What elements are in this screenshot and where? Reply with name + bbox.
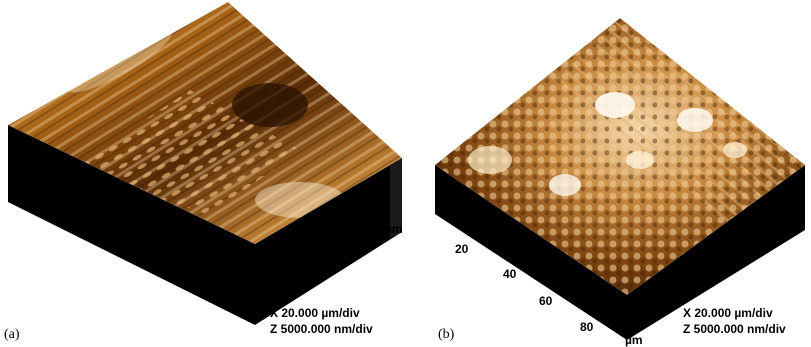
scale-z-label: Z 5000.000 nm/div bbox=[683, 322, 786, 336]
panel-label: (b) bbox=[438, 327, 455, 342]
afm-3d-surface-b bbox=[435, 18, 805, 340]
axis-unit-label: µm bbox=[385, 222, 403, 236]
block-right-side bbox=[255, 158, 402, 325]
block-right-side bbox=[627, 165, 805, 340]
axis-unit-label: µm bbox=[625, 333, 643, 347]
panel-label: (a) bbox=[4, 327, 20, 342]
afm-panel-b: 20 40 60 80 µm X 20.000 µm/div Z 5000.00… bbox=[405, 0, 811, 347]
surface-top-b bbox=[435, 18, 805, 295]
scale-x-label: X 20.000 µm/div bbox=[270, 306, 360, 320]
scale-z-label: Z 5000.000 nm/div bbox=[270, 322, 373, 336]
scale-x-label: X 20.000 µm/div bbox=[683, 306, 773, 320]
axis-tick: 80 bbox=[580, 320, 594, 334]
afm-panel-a: µm 20 10 X 20.000 µm/div Z 5000.000 nm/d… bbox=[0, 0, 405, 347]
axis-tick: 40 bbox=[503, 267, 517, 281]
afm-3d-surface-a bbox=[8, 2, 402, 325]
axis-tick: 20 bbox=[455, 242, 469, 256]
axis-tick: 10 bbox=[258, 290, 272, 304]
axis-tick: 60 bbox=[539, 294, 553, 308]
block-left-side bbox=[8, 125, 255, 325]
axis-tick: 20 bbox=[327, 252, 341, 266]
block-left-side bbox=[435, 165, 627, 340]
